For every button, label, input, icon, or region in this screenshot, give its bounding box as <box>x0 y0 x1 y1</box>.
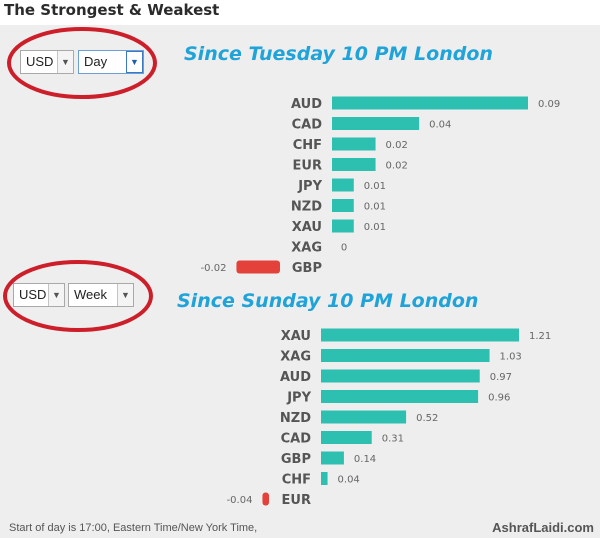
value-label-nzd: 0.01 <box>364 202 386 213</box>
value-label-aud: 0.97 <box>490 372 512 383</box>
category-label-jpy: JPY <box>297 179 322 194</box>
category-label-xau: XAU <box>281 329 311 344</box>
period-select-value: Week <box>74 287 107 302</box>
chevron-down-icon: ▼ <box>48 284 64 306</box>
value-label-xau: 1.21 <box>529 331 551 342</box>
annotation-circle-day <box>7 27 157 99</box>
value-label-eur: -0.04 <box>227 495 253 506</box>
bar-chf <box>332 137 376 151</box>
annotation-circle-week <box>3 260 153 332</box>
category-label-aud: AUD <box>280 370 311 385</box>
currency-select-value: USD <box>19 287 47 302</box>
currency-select-day[interactable]: USD ▼ <box>20 50 74 74</box>
period-select-day[interactable]: Day ▼ <box>78 50 144 74</box>
bar-eur <box>332 158 376 171</box>
category-label-aud: AUD <box>291 97 322 112</box>
bar-jpy <box>332 178 354 192</box>
chevron-down-icon: ▼ <box>117 284 133 306</box>
value-label-chf: 0.04 <box>338 475 360 486</box>
category-label-gbp: GBP <box>292 261 322 276</box>
chart-heading-week: Since Sunday 10 PM London <box>177 290 479 312</box>
period-select-value: Day <box>84 54 108 69</box>
category-label-gbp: GBP <box>281 452 311 467</box>
bar-xag <box>321 349 490 362</box>
bar-xau <box>332 219 354 233</box>
bar-jpy <box>321 390 479 403</box>
brand-watermark: AshrafLaidi.com <box>492 520 594 535</box>
bar-cad <box>321 431 372 444</box>
period-select-week[interactable]: Week ▼ <box>68 283 134 307</box>
category-label-nzd: NZD <box>291 200 322 215</box>
category-label-nzd: NZD <box>280 411 311 426</box>
value-label-cad: 0.04 <box>429 120 451 131</box>
category-label-xag: XAG <box>280 350 311 365</box>
value-label-gbp: 0.14 <box>354 454 376 465</box>
category-label-eur: EUR <box>293 159 322 174</box>
value-label-nzd: 0.52 <box>416 413 438 424</box>
chart-heading-day: Since Tuesday 10 PM London <box>184 43 493 65</box>
bar-gbp <box>321 451 344 465</box>
bar-aud <box>332 96 528 110</box>
currency-select-week[interactable]: USD ▼ <box>13 283 65 307</box>
value-label-xag: 0 <box>341 243 347 254</box>
currency-select-value: USD <box>26 54 54 69</box>
bar-eur <box>262 492 269 506</box>
category-label-xag: XAG <box>291 241 322 256</box>
bar-aud <box>321 369 480 383</box>
value-label-jpy: 0.01 <box>364 181 386 192</box>
value-label-chf: 0.02 <box>386 140 408 151</box>
footer-note: Start of day is 17:00, Eastern Time/New … <box>9 522 258 534</box>
category-label-eur: EUR <box>282 493 311 508</box>
category-label-chf: CHF <box>293 138 322 153</box>
bar-nzd <box>332 199 354 212</box>
value-label-eur: 0.02 <box>386 161 408 172</box>
bar-nzd <box>321 410 407 424</box>
category-label-xau: XAU <box>292 220 322 235</box>
value-label-gbp: -0.02 <box>201 263 227 274</box>
category-label-cad: CAD <box>281 432 312 447</box>
category-label-cad: CAD <box>292 118 323 133</box>
category-label-jpy: JPY <box>286 391 311 406</box>
chevron-down-icon: ▼ <box>126 51 143 73</box>
bar-xau <box>321 328 519 342</box>
bar-chf <box>321 472 328 485</box>
bar-cad <box>332 117 420 130</box>
chevron-down-icon: ▼ <box>57 51 73 73</box>
value-label-cad: 0.31 <box>382 434 404 445</box>
bar-gbp <box>236 260 280 274</box>
category-label-chf: CHF <box>282 473 311 488</box>
value-label-aud: 0.09 <box>538 99 560 110</box>
value-label-xag: 1.03 <box>500 352 522 363</box>
value-label-xau: 0.01 <box>364 222 386 233</box>
page-title: The Strongest & Weakest <box>4 1 220 19</box>
value-label-jpy: 0.96 <box>488 393 510 404</box>
strength-panel <box>0 25 600 538</box>
